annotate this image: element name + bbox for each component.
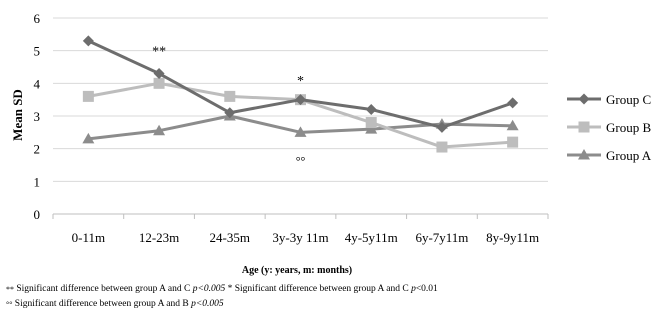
- legend-marker-group-b: [578, 121, 590, 133]
- footnotes: ** Significant difference between group …: [6, 282, 438, 312]
- data-point-group-c: [295, 94, 306, 106]
- x-tick-label: 12-23m: [139, 230, 179, 245]
- data-point-group-b: [507, 136, 519, 148]
- axes: [52, 213, 549, 219]
- significance-marker: **: [152, 45, 166, 60]
- data-point-group-a: [506, 119, 519, 131]
- significance-marker: *: [297, 74, 304, 89]
- data-point-group-a: [82, 132, 95, 144]
- x-tick-label: 24-35m: [210, 230, 250, 245]
- annotations: ***°°: [152, 45, 305, 168]
- footnote-line-2: °° Significant difference between group …: [6, 297, 438, 312]
- data-point-group-a: [365, 123, 378, 134]
- data-point-group-b: [436, 141, 448, 153]
- legend: Group C Group B Group A: [567, 92, 652, 163]
- legend-label-group-a: Group A: [606, 148, 652, 163]
- y-tick-label: 4: [34, 76, 41, 91]
- data-point-group-a: [294, 126, 307, 137]
- data-point-group-c: [153, 68, 165, 80]
- gridlines: [53, 17, 548, 182]
- footnote-text: Significant difference between group A a…: [232, 284, 412, 294]
- data-point-group-c: [82, 35, 94, 47]
- data-point-group-b: [365, 117, 377, 129]
- x-tick-label: 8y-9y11m: [486, 230, 539, 245]
- y-axis-label: Mean SD: [10, 89, 25, 141]
- y-tick-label: 5: [34, 44, 41, 59]
- footnote-mark-double-star: **: [6, 285, 14, 294]
- data-point-group-b: [153, 77, 165, 89]
- data-point-group-b: [82, 90, 94, 102]
- data-point-group-c: [507, 97, 519, 109]
- footnote-text: Significant difference between group A a…: [14, 284, 193, 294]
- data-point-group-c: [436, 121, 448, 133]
- legend-label-group-b: Group B: [606, 120, 651, 135]
- y-tick-label: 2: [34, 142, 41, 157]
- y-tick-label: 6: [34, 11, 41, 26]
- x-tick-label: 6y-7y11m: [415, 230, 468, 245]
- footnote-mark-circles: °°: [6, 300, 13, 309]
- y-tick-label: 3: [34, 109, 41, 124]
- legend-marker-group-a: [578, 149, 590, 160]
- legend-marker-group-c: [578, 93, 590, 105]
- data-point-group-b: [224, 90, 236, 102]
- footnote-text: Significant difference between group A a…: [12, 299, 192, 309]
- x-tick-label: 4y-5y11m: [345, 230, 398, 245]
- footnote-p: p: [411, 284, 416, 294]
- data-point-group-a: [153, 124, 166, 136]
- x-tick-label: 0-11m: [72, 230, 105, 245]
- y-tick-label: 0: [34, 207, 41, 222]
- footnote-p-value: p<0.005: [191, 299, 224, 309]
- x-tick-labels: 0-11m 12-23m 24-35m 3y-3y 11m 4y-5y11m 6y-7y1…: [72, 230, 540, 245]
- series-lines: [82, 35, 519, 153]
- x-tick-label: 3y-3y 11m: [272, 230, 328, 245]
- significance-marker: °°: [296, 154, 306, 168]
- footnote-p-value: p<0.005: [192, 284, 226, 294]
- footnote-line-1: ** Significant difference between group …: [6, 282, 438, 297]
- line-chart: 0 1 2 3 4 5 6 0-11m 12-23m 24-35m 3y-3y 11m 4y-5y1…: [10, 11, 652, 276]
- y-tick-labels: 0 1 2 3 4 5 6: [34, 11, 41, 222]
- footnote-p-value: <0.01: [415, 284, 438, 294]
- series-line-group-b: [88, 81, 513, 149]
- legend-label-group-c: Group C: [606, 92, 651, 107]
- footnote-mark-star: *: [225, 284, 233, 294]
- data-point-group-c: [365, 103, 377, 115]
- data-point-group-c: [224, 107, 236, 119]
- y-tick-label: 1: [34, 174, 41, 189]
- x-axis-label: Age (y: years, m: months): [242, 265, 352, 276]
